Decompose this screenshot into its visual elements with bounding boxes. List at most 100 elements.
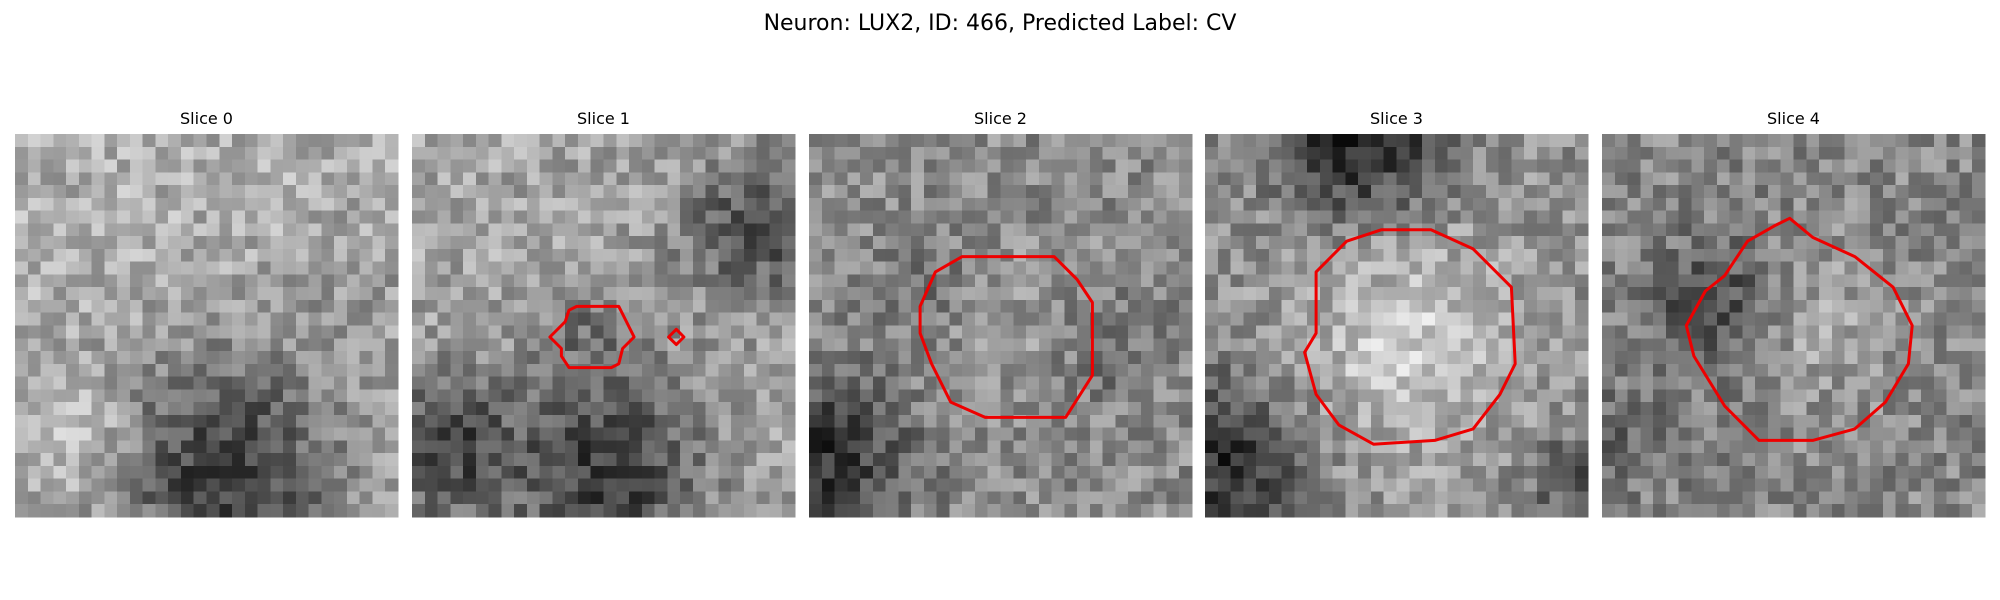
pixel — [1767, 299, 1782, 314]
pixel — [244, 414, 258, 429]
pixel — [501, 440, 515, 454]
pixel — [1536, 248, 1551, 263]
pixel — [1665, 465, 1679, 480]
pixel — [501, 159, 515, 173]
pixel — [1704, 478, 1718, 492]
pixel — [1704, 440, 1718, 454]
pixel — [641, 159, 655, 173]
pixel — [1806, 172, 1820, 186]
pixel — [1627, 134, 1641, 148]
pixel — [539, 402, 553, 416]
pixel — [257, 363, 271, 377]
pixel — [129, 427, 144, 441]
pixel — [437, 146, 451, 160]
pixel — [1729, 172, 1743, 186]
pixel — [872, 134, 886, 148]
pixel — [1895, 325, 1909, 339]
pixel — [1256, 440, 1270, 454]
pixel — [1933, 389, 1948, 403]
pixel — [1447, 376, 1461, 390]
pixel — [1026, 376, 1040, 390]
pixel — [1383, 210, 1397, 224]
pixel — [1256, 287, 1270, 301]
pixel — [872, 478, 886, 492]
pixel — [603, 427, 617, 441]
pixel — [1281, 465, 1295, 480]
pixel — [1844, 491, 1858, 505]
pixel — [142, 491, 156, 505]
pixel — [1153, 159, 1167, 173]
pixel — [974, 478, 989, 492]
pixel — [847, 312, 861, 326]
pixel — [1230, 146, 1244, 160]
pixel — [91, 248, 105, 263]
pixel — [295, 453, 310, 467]
pixel — [1678, 491, 1692, 505]
pixel — [346, 504, 361, 518]
pixel — [1281, 210, 1295, 224]
pixel — [1921, 325, 1935, 339]
pixel — [308, 478, 322, 492]
pixel — [718, 440, 732, 454]
pixel — [1051, 236, 1065, 250]
pixel — [872, 363, 886, 377]
pixel — [53, 427, 67, 441]
pixel — [257, 185, 271, 199]
pixel — [514, 274, 528, 288]
pixel — [15, 389, 29, 403]
pixel — [1627, 427, 1641, 441]
pixel — [66, 504, 80, 518]
pixel — [206, 236, 220, 250]
pixel — [270, 440, 284, 454]
pixel — [705, 287, 719, 301]
pixel — [1755, 478, 1769, 492]
pixel — [1678, 427, 1692, 441]
pixel — [1716, 478, 1731, 492]
pixel — [1844, 134, 1858, 148]
pixel — [1268, 440, 1282, 454]
pixel — [270, 414, 284, 429]
pixel — [244, 427, 258, 441]
pixel — [501, 236, 515, 250]
pixel — [1077, 197, 1091, 211]
pixel — [1806, 363, 1820, 377]
pixel — [1026, 491, 1040, 505]
pixel — [346, 453, 361, 467]
pixel — [1447, 172, 1461, 186]
pixel — [334, 185, 348, 199]
pixel — [1498, 185, 1512, 199]
pixel — [437, 134, 451, 148]
pixel — [987, 299, 1001, 314]
pixel — [1691, 402, 1705, 416]
pixel — [782, 338, 796, 352]
pixel — [295, 159, 310, 173]
pixel — [616, 261, 630, 275]
pixel — [1153, 210, 1167, 224]
pixel — [1716, 453, 1731, 467]
pixel — [78, 491, 92, 505]
pixel — [1000, 440, 1014, 454]
pixel — [117, 172, 131, 186]
pixel — [1217, 465, 1231, 480]
pixel — [911, 363, 925, 377]
pixel — [1716, 287, 1731, 301]
pixel — [1959, 248, 1973, 263]
pixel — [667, 491, 681, 505]
pixel — [1524, 299, 1538, 314]
pixel — [1447, 351, 1461, 365]
pixel — [577, 351, 592, 365]
pixel — [987, 427, 1001, 441]
pixel — [463, 274, 477, 288]
pixel — [91, 299, 105, 314]
pixel — [346, 338, 361, 352]
pixel — [1396, 210, 1410, 224]
pixel — [769, 185, 783, 199]
pixel — [1115, 363, 1129, 377]
pixel — [705, 453, 719, 467]
pixel — [1089, 402, 1104, 416]
pixel — [1370, 465, 1385, 480]
pixel — [53, 287, 67, 301]
pixel — [1051, 338, 1065, 352]
pixel — [1959, 210, 1973, 224]
pixel — [834, 261, 848, 275]
